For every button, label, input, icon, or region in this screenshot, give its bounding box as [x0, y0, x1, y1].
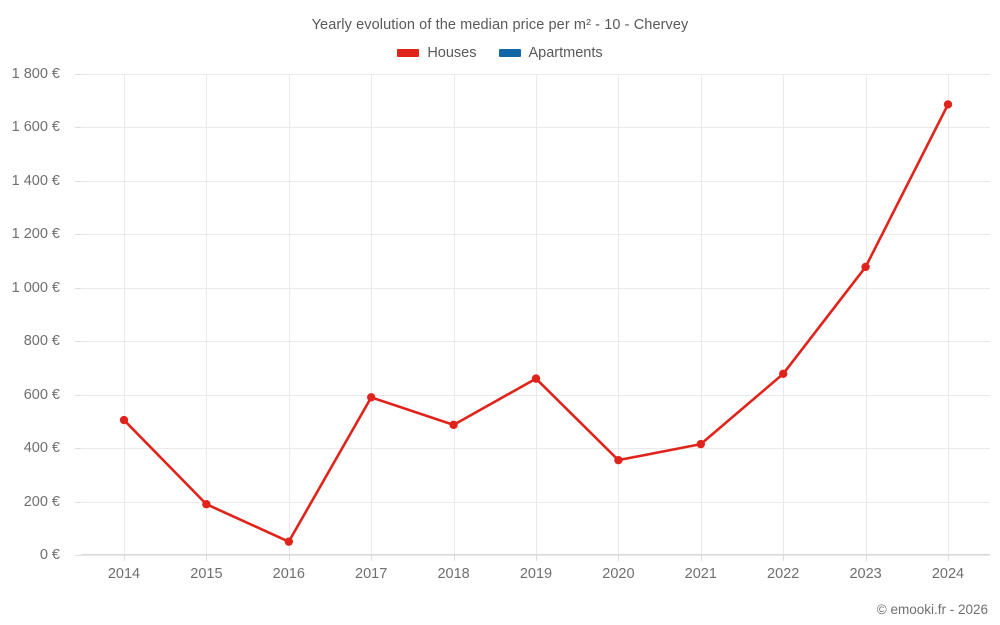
y-axis-tick-mark [75, 127, 81, 129]
x-axis-tick-label: 2021 [684, 566, 717, 582]
x-axis-tick-mark [948, 555, 949, 561]
y-axis-tick-label: 1 000 € [11, 279, 60, 296]
gridline-horizontal [81, 234, 990, 236]
gridline-vertical [536, 74, 537, 555]
x-axis-tick-mark [288, 555, 290, 561]
y-axis-tick-mark [75, 501, 81, 503]
legend-label-houses: Houses [427, 45, 477, 61]
data-point[interactable] [202, 500, 211, 509]
x-axis-tick-label: 2014 [107, 566, 141, 582]
y-axis-tick-mark [75, 555, 81, 556]
data-point[interactable] [614, 455, 623, 465]
chart-title: Yearly evolution of the median price per… [311, 17, 689, 33]
x-axis-tick-mark [124, 555, 125, 561]
gridline-horizontal [81, 74, 990, 75]
x-axis-tick-mark [206, 555, 208, 561]
gridline-vertical [948, 74, 949, 555]
x-axis-tick-mark [453, 555, 455, 561]
x-axis-tick-mark [618, 555, 620, 561]
y-axis-tick-mark [75, 234, 81, 236]
data-point[interactable] [449, 420, 458, 430]
y-axis-tick-label: 1 600 € [11, 119, 60, 136]
data-point[interactable] [119, 415, 129, 425]
data-point[interactable] [861, 262, 870, 272]
x-axis-tick-mark [536, 555, 537, 561]
y-axis-tick-mark [75, 74, 81, 75]
gridline-horizontal [81, 394, 990, 396]
y-axis-tick-mark [75, 394, 81, 396]
gridline-horizontal [81, 127, 990, 129]
data-point[interactable] [943, 100, 953, 109]
gridline-vertical [865, 74, 867, 555]
y-axis-tick-label: 1 400 € [11, 172, 60, 189]
gridline-horizontal [81, 555, 990, 556]
y-axis-tick-mark [75, 180, 81, 182]
x-axis-tick-label: 2019 [519, 566, 553, 582]
x-axis-tick-label: 2015 [190, 566, 223, 582]
y-axis-tick-mark [75, 341, 81, 343]
x-axis-tick-label: 2020 [602, 566, 635, 582]
chart-legend: Houses Apartments [0, 45, 1000, 61]
gridline-horizontal [81, 341, 990, 343]
footer-credit: © emooki.fr - 2026 [876, 602, 988, 617]
data-point[interactable] [531, 374, 541, 383]
y-axis-tick-mark [75, 448, 81, 450]
gridline-vertical [206, 74, 208, 555]
legend-swatch-apartments [498, 49, 521, 57]
gridline-vertical [371, 74, 373, 555]
data-point[interactable] [779, 369, 788, 379]
gridline-vertical [700, 74, 702, 555]
gridline-horizontal [81, 501, 990, 503]
gridline-vertical [288, 74, 290, 555]
data-point[interactable] [696, 439, 705, 449]
gridline-horizontal [81, 180, 990, 182]
gridline-vertical [124, 74, 125, 555]
y-axis-tick-label: 1 800 € [11, 66, 60, 82]
series-line-houses [122, 103, 950, 543]
x-axis-tick-label: 2023 [849, 566, 882, 582]
y-axis-tick-label: 600 € [23, 386, 60, 403]
legend-label-apartments: Apartments [528, 45, 603, 61]
legend-item-apartments[interactable]: Apartments [498, 45, 603, 61]
y-axis-tick-label: 1 200 € [11, 226, 60, 243]
x-axis-tick-mark [371, 555, 373, 561]
gridline-vertical [783, 74, 785, 555]
y-axis-tick-mark [75, 287, 81, 289]
y-axis-tick-label: 800 € [23, 333, 60, 350]
x-axis-tick-label: 2018 [437, 566, 470, 582]
x-axis-line [81, 554, 990, 555]
y-axis-tick-label: 0 € [39, 547, 60, 563]
gridline-horizontal [81, 287, 990, 289]
y-axis-tick-label: 400 € [23, 440, 60, 457]
x-axis-tick-mark [700, 555, 702, 561]
x-axis-tick-mark [865, 555, 867, 561]
data-point[interactable] [284, 537, 293, 546]
gridline-vertical [453, 74, 455, 555]
series-layer [119, 100, 953, 546]
x-axis-tick-label: 2017 [355, 566, 388, 582]
gridline-horizontal [81, 448, 990, 450]
x-axis-tick-label: 2024 [931, 566, 965, 582]
legend-item-houses[interactable]: Houses [397, 45, 477, 61]
legend-swatch-houses [397, 49, 420, 57]
data-point[interactable] [367, 393, 376, 402]
x-axis-tick-label: 2022 [767, 566, 800, 582]
x-axis-tick-mark [783, 555, 785, 561]
gridline-vertical [618, 74, 620, 555]
x-axis-tick-label: 2016 [272, 566, 305, 582]
plot-area: 0 € 200 € 400 € 600 € 800 € 1 000 € 1 200 € 1 4… [12, 66, 990, 582]
y-axis-tick-label: 200 € [23, 493, 60, 510]
